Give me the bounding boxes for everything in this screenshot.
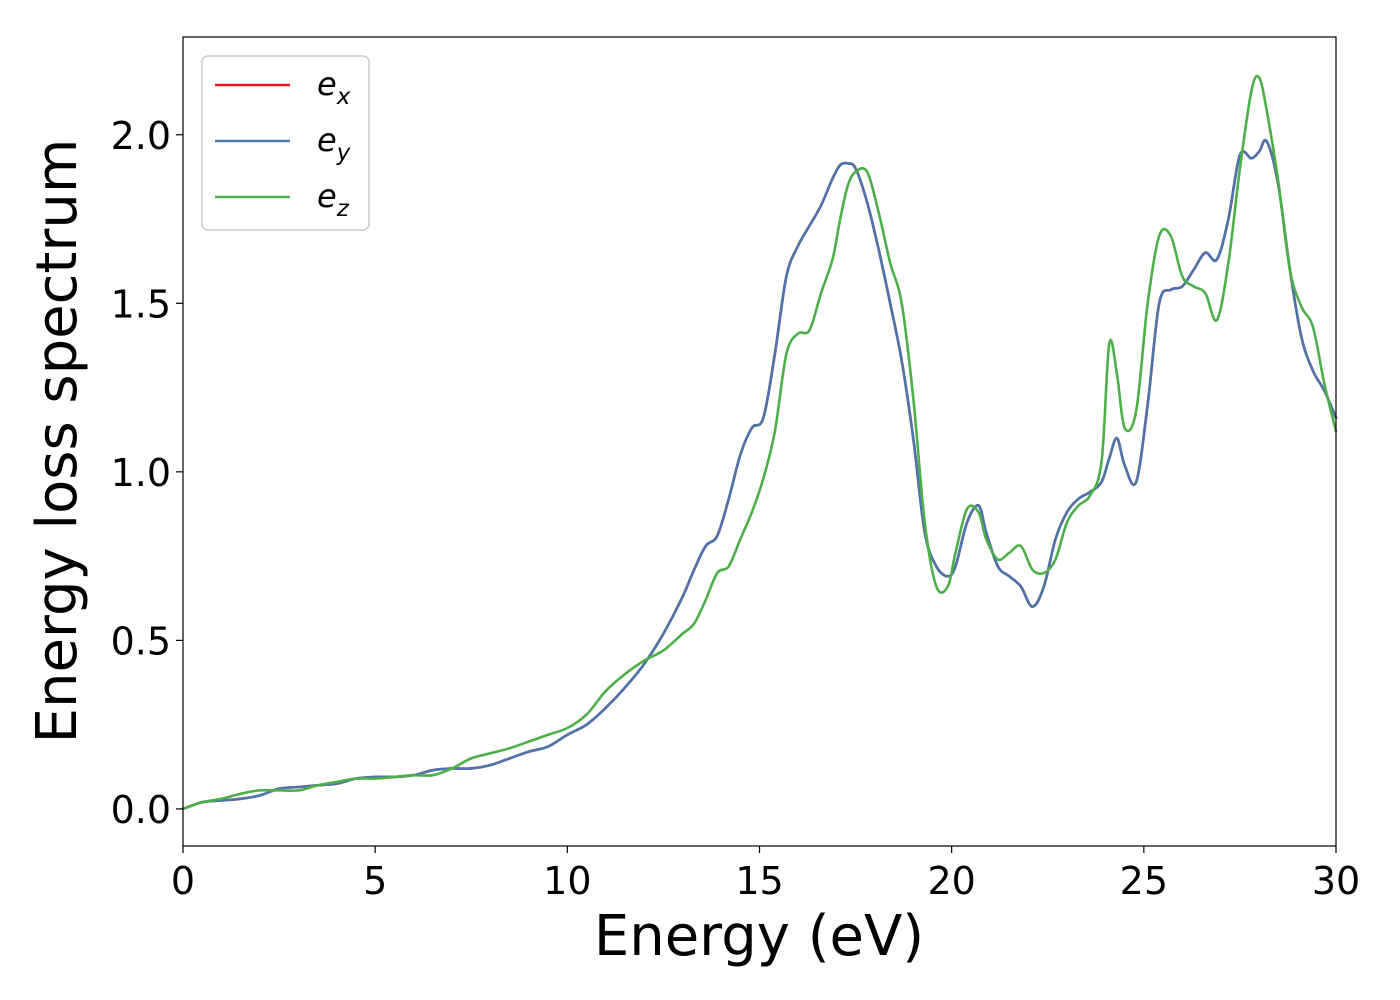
x-tick-label: 5 xyxy=(363,859,387,903)
x-tick-label: 15 xyxy=(735,859,783,903)
x-tick-label: 20 xyxy=(927,859,975,903)
y-tick-label: 1.0 xyxy=(111,451,171,495)
legend-label-y: ey xyxy=(317,121,351,166)
legend-label-x: ex xyxy=(317,65,351,110)
y-tick-label: 2.0 xyxy=(111,114,171,158)
y-tick-label: 0.5 xyxy=(111,619,171,663)
series-line-y xyxy=(181,138,1338,811)
x-axis-label: Energy (eV) xyxy=(594,904,924,969)
x-tick-label: 30 xyxy=(1312,859,1360,903)
x-tick-label: 10 xyxy=(543,859,591,903)
series-layer xyxy=(181,74,1338,811)
legend: ex ey ez xyxy=(201,55,370,231)
legend-label-z: ez xyxy=(317,177,350,222)
legend-box xyxy=(201,55,370,231)
series-line-z xyxy=(181,74,1338,811)
y-tick-label: 1.5 xyxy=(111,282,171,326)
x-tick-label: 25 xyxy=(1120,859,1168,903)
y-axis: 0.0 0.5 1.0 1.5 2.0 xyxy=(111,114,183,832)
y-tick-label: 0.0 xyxy=(111,788,171,832)
x-tick-label: 0 xyxy=(171,859,195,903)
y-axis-label: Energy loss spectrum xyxy=(25,139,90,744)
x-axis: 0 5 10 15 20 25 30 xyxy=(171,846,1360,903)
